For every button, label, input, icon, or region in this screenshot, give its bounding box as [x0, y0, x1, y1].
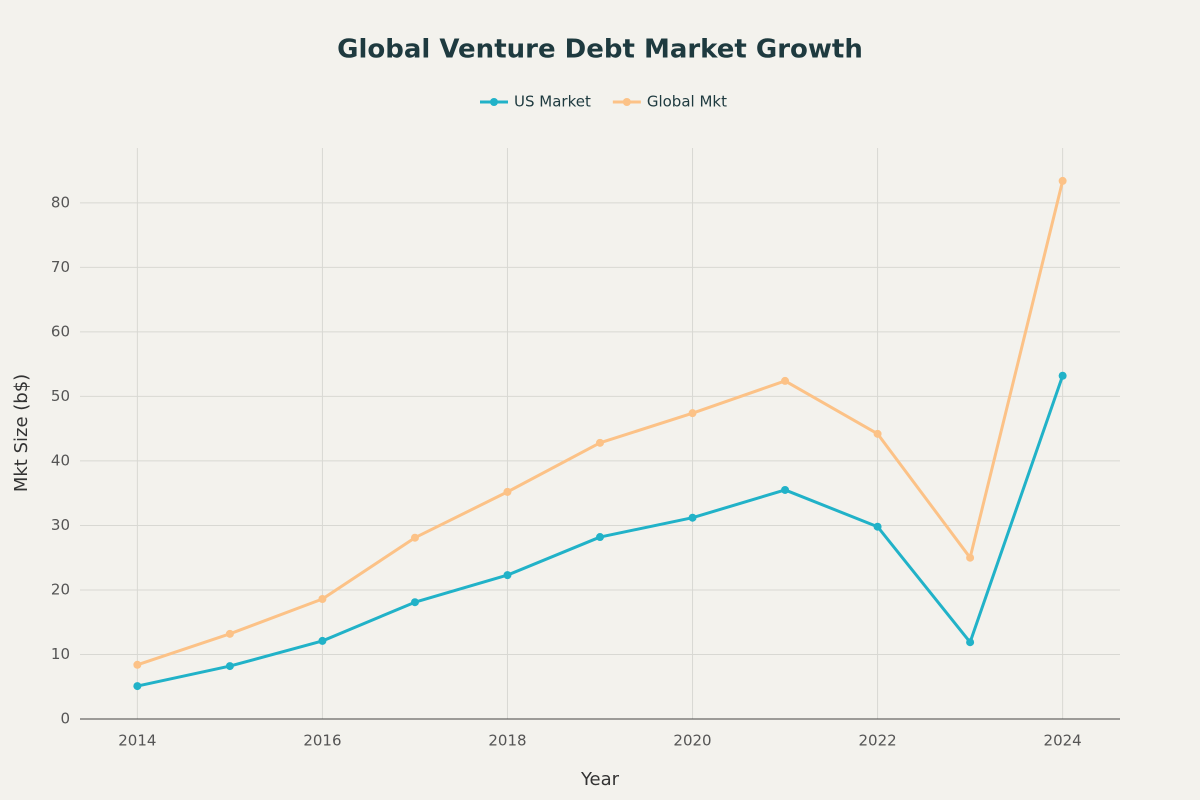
x-tick-label: 2024 [1044, 732, 1082, 750]
y-tick-label: 10 [51, 645, 70, 663]
data-point [410, 598, 419, 607]
x-axis-title: Year [580, 769, 620, 790]
data-point [596, 533, 604, 542]
data-point [410, 533, 419, 542]
chart-title: Global Venture Debt Market Growth [337, 35, 863, 65]
data-point [133, 660, 142, 669]
legend-label: Global Mkt [647, 93, 727, 111]
data-point [318, 594, 327, 603]
x-tick-label: 2014 [118, 732, 156, 750]
legend-marker [622, 98, 631, 106]
x-tick-label: 2020 [673, 732, 711, 750]
x-tick-label: 2018 [488, 732, 526, 750]
data-point [1058, 371, 1067, 380]
data-point [133, 682, 142, 691]
legend-label: US Market [514, 93, 591, 111]
y-tick-label: 50 [51, 387, 70, 405]
y-tick-label: 80 [51, 193, 70, 211]
y-tick-label: 30 [51, 516, 70, 534]
data-point [596, 438, 604, 447]
data-point [781, 376, 790, 385]
data-point [873, 429, 882, 438]
data-point [1058, 176, 1067, 185]
data-point [688, 409, 697, 418]
legend-marker [490, 98, 498, 106]
y-tick-label: 70 [51, 258, 70, 276]
y-tick-label: 40 [51, 451, 70, 469]
data-point [781, 485, 790, 494]
data-point [318, 636, 327, 645]
data-point [966, 553, 975, 562]
x-tick-label: 2016 [303, 732, 341, 750]
x-tick-label: 2022 [858, 732, 896, 750]
y-tick-label: 20 [51, 580, 70, 598]
data-point [225, 629, 234, 638]
data-point [503, 571, 512, 580]
y-tick-label: 60 [51, 322, 70, 340]
data-point [688, 513, 697, 522]
data-point [873, 522, 882, 531]
data-point [966, 638, 975, 647]
y-tick-label: 0 [60, 710, 70, 728]
y-axis-title: Mkt Size (b$) [11, 374, 32, 492]
data-point [503, 487, 512, 496]
data-point [225, 662, 234, 671]
